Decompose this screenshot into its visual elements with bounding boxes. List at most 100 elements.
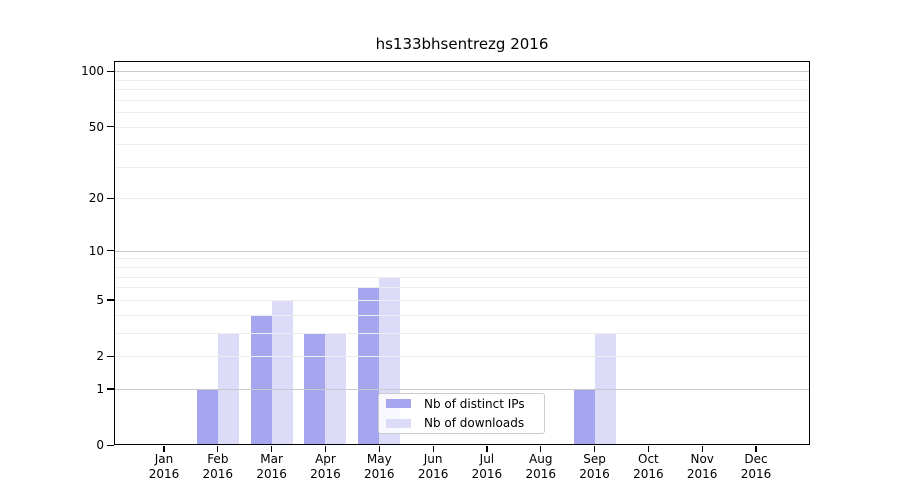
downloads-swatch: [386, 418, 411, 428]
x-tick-mark: [540, 446, 542, 452]
distinct-ips-bar: [250, 314, 272, 445]
x-tick-mark: [432, 446, 434, 452]
x-tick-mark: [593, 446, 596, 452]
y-tick-mark: [107, 388, 114, 390]
major-gridline: [115, 250, 809, 252]
distinct-ips-bar: [573, 388, 595, 445]
y-tick-label: 2: [96, 349, 104, 363]
month-label: Mar: [260, 452, 283, 466]
y-tick-label: 1: [96, 381, 104, 396]
minor-gridline: [115, 356, 809, 357]
x-tick-label: Dec 2016: [728, 452, 784, 482]
year-label: 2016: [202, 467, 234, 481]
year-label: 2016: [417, 467, 449, 481]
year-label: 2016: [256, 467, 287, 481]
minor-gridline: [115, 99, 809, 101]
year-label: 2016: [363, 467, 395, 481]
x-tick-label: Aug 2016: [513, 452, 569, 482]
month-label: May: [366, 452, 392, 466]
x-tick-label: Nov 2016: [674, 452, 730, 482]
year-label: 2016: [579, 467, 610, 481]
x-tick-mark: [271, 446, 273, 452]
month-label: Nov: [690, 452, 714, 466]
month-label: Jun: [423, 452, 443, 466]
minor-gridline: [115, 198, 809, 200]
y-tick-label: 100: [81, 64, 104, 79]
y-tick-mark: [107, 250, 114, 252]
x-tick-label: Apr 2016: [297, 452, 353, 482]
y-tick-mark: [107, 355, 114, 357]
month-label: Sep: [583, 452, 606, 466]
x-tick-label: Oct 2016: [620, 452, 676, 482]
minor-gridline: [115, 332, 809, 334]
month-label: Dec: [744, 452, 768, 466]
month-label: Aug: [529, 452, 553, 466]
y-tick-mark: [107, 299, 114, 301]
legend-item-downloads: Nb of downloads: [379, 414, 544, 434]
y-tick-mark: [107, 126, 114, 128]
legend-label: Nb of distinct IPs: [424, 396, 525, 411]
x-tick-label: Mar 2016: [244, 452, 300, 482]
year-label: 2016: [740, 467, 772, 481]
x-tick-mark: [486, 446, 488, 452]
x-tick-label: Jan 2016: [136, 452, 192, 482]
y-tick-label: 0: [96, 438, 104, 452]
minor-gridline: [115, 112, 809, 114]
month-label: Jan: [154, 452, 174, 466]
month-label: Apr: [315, 452, 336, 466]
distinct-ips-swatch: [386, 399, 411, 409]
downloads-bar: [271, 299, 293, 445]
month-label: Feb: [207, 452, 229, 466]
x-tick-mark: [163, 446, 165, 452]
y-tick-label: 5: [96, 292, 104, 307]
year-label: 2016: [633, 467, 664, 481]
x-tick-label: Jul 2016: [459, 452, 515, 482]
distinct-ips-bar: [358, 287, 380, 445]
y-tick-label: 50: [88, 119, 104, 134]
minor-gridline: [115, 144, 809, 146]
y-tick-label: 20: [88, 191, 104, 206]
minor-gridline: [115, 276, 809, 278]
month-label: Jul: [479, 452, 495, 466]
chart-title: hs133bhsentrezg 2016: [375, 35, 549, 53]
x-tick-label: Feb 2016: [190, 452, 246, 482]
distinct-ips-bar: [196, 388, 218, 445]
year-label: 2016: [310, 467, 341, 481]
y-tick-mark: [107, 197, 114, 200]
minor-gridline: [115, 299, 809, 301]
x-tick-mark: [324, 446, 327, 452]
x-tick-label: Sep 2016: [567, 452, 623, 482]
x-tick-mark: [647, 446, 649, 452]
y-tick-label: 10: [88, 243, 104, 258]
x-tick-mark: [755, 446, 757, 452]
x-tick-label: May 2016: [351, 452, 407, 482]
minor-gridline: [115, 79, 809, 81]
minor-gridline: [115, 89, 809, 91]
legend-item-distinct-ips: Nb of distinct IPs: [379, 394, 544, 414]
minor-gridline: [115, 258, 809, 260]
month-label: Oct: [638, 452, 659, 466]
minor-gridline: [115, 166, 809, 168]
major-gridline: [115, 388, 809, 390]
year-label: 2016: [525, 467, 556, 481]
y-tick-mark: [107, 70, 114, 72]
minor-gridline: [115, 267, 809, 269]
minor-gridline: [115, 314, 809, 316]
major-gridline: [115, 71, 809, 73]
year-label: 2016: [471, 467, 503, 481]
minor-gridline: [115, 126, 809, 128]
x-tick-mark: [378, 446, 380, 452]
year-label: 2016: [686, 467, 718, 481]
year-label: 2016: [148, 467, 180, 481]
x-tick-mark: [701, 446, 703, 452]
minor-gridline: [115, 287, 809, 289]
x-tick-label: Jun 2016: [405, 452, 461, 482]
legend: Nb of distinct IPs Nb of downloads: [378, 393, 545, 434]
legend-label: Nb of downloads: [424, 416, 525, 431]
x-tick-mark: [217, 446, 219, 452]
y-tick-mark: [107, 444, 114, 446]
